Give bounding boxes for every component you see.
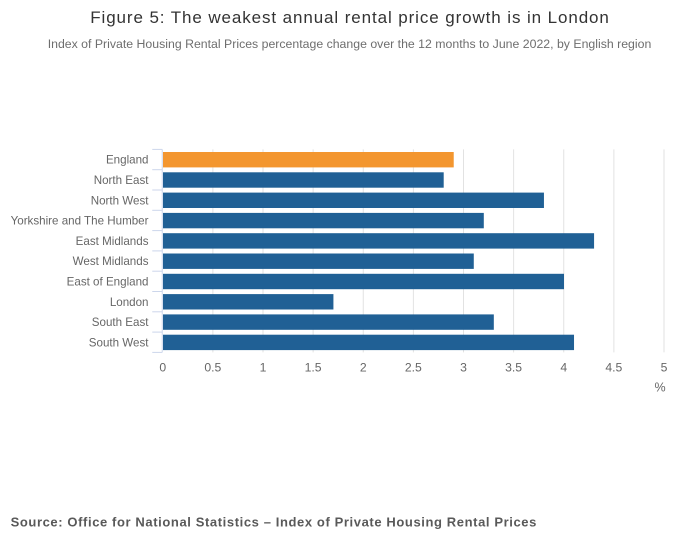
svg-text:4: 4 xyxy=(560,361,567,375)
svg-text:North West: North West xyxy=(91,194,150,207)
svg-text:Figure 5: The weakest annual r: Figure 5: The weakest annual rental pric… xyxy=(90,8,610,27)
svg-text:%: % xyxy=(654,381,665,395)
svg-text:2.5: 2.5 xyxy=(405,361,422,375)
svg-text:South West: South West xyxy=(89,336,149,349)
svg-text:1.5: 1.5 xyxy=(305,361,322,375)
svg-text:4.5: 4.5 xyxy=(605,361,622,375)
svg-text:3: 3 xyxy=(460,361,467,375)
svg-text:0.5: 0.5 xyxy=(204,361,221,375)
svg-text:North East: North East xyxy=(94,174,150,187)
svg-text:England: England xyxy=(106,154,149,167)
svg-text:Yorkshire and The Humber: Yorkshire and The Humber xyxy=(11,215,149,228)
svg-text:5: 5 xyxy=(661,361,668,375)
svg-text:Source: Office for National St: Source: Office for National Statistics –… xyxy=(11,514,537,529)
svg-text:0: 0 xyxy=(159,361,166,375)
svg-text:South East: South East xyxy=(92,316,149,329)
svg-text:1: 1 xyxy=(260,361,267,375)
svg-text:East of England: East of England xyxy=(67,275,149,288)
svg-text:2: 2 xyxy=(360,361,367,375)
svg-text:3.5: 3.5 xyxy=(505,361,522,375)
svg-text:London: London xyxy=(110,296,149,309)
svg-text:West Midlands: West Midlands xyxy=(73,255,149,268)
svg-text:Index of Private Housing Renta: Index of Private Housing Rental Prices p… xyxy=(48,37,652,51)
svg-text:East Midlands: East Midlands xyxy=(76,235,149,248)
